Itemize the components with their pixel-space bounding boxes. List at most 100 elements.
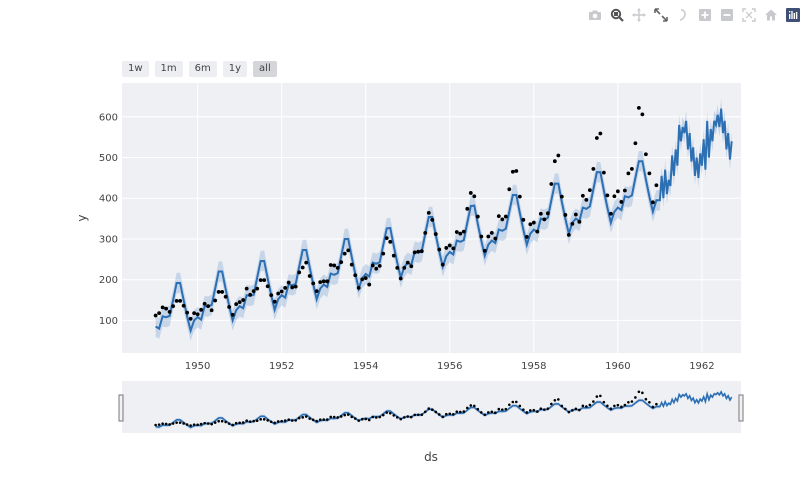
data-point <box>329 415 333 419</box>
data-point <box>227 422 231 425</box>
zoom-out-icon[interactable] <box>718 6 736 24</box>
data-point <box>269 293 274 298</box>
range-slider[interactable] <box>122 381 741 433</box>
data-point <box>468 191 473 195</box>
data-point <box>567 410 571 414</box>
data-point <box>620 405 623 409</box>
x-tick-label: 1962 <box>689 361 714 372</box>
pan-icon[interactable] <box>630 6 648 24</box>
data-point <box>160 305 165 310</box>
data-point <box>209 308 214 313</box>
data-point <box>332 415 336 419</box>
data-point <box>399 417 403 421</box>
data-point <box>581 404 585 408</box>
data-point <box>444 412 448 416</box>
data-point <box>560 404 564 408</box>
data-point <box>637 390 641 394</box>
data-point <box>364 417 368 421</box>
data-point <box>360 417 364 421</box>
data-point <box>521 217 526 222</box>
range-button-6m[interactable]: 6m <box>188 61 217 77</box>
home-icon[interactable] <box>762 6 780 24</box>
data-point <box>217 419 220 423</box>
data-point <box>357 419 361 422</box>
data-point <box>210 422 213 426</box>
data-point <box>336 416 340 419</box>
data-point <box>539 407 543 411</box>
data-point <box>462 410 466 413</box>
data-point <box>542 217 547 222</box>
zoom-in-icon[interactable] <box>696 6 714 24</box>
data-point <box>594 136 599 140</box>
data-point <box>479 234 484 239</box>
range-button-1w[interactable]: 1w <box>122 61 149 77</box>
data-point <box>578 408 581 412</box>
data-point <box>592 400 595 403</box>
autoscale-icon[interactable] <box>740 6 758 24</box>
data-point <box>640 112 645 117</box>
data-point <box>224 420 227 424</box>
data-point <box>164 422 168 426</box>
data-point <box>501 408 504 411</box>
range-button-1y[interactable]: 1y <box>222 61 248 77</box>
data-point <box>433 232 438 236</box>
data-point <box>276 420 280 423</box>
data-point <box>332 263 337 268</box>
data-point <box>515 400 518 404</box>
data-point <box>203 421 206 425</box>
data-point <box>475 214 480 219</box>
data-point <box>363 276 368 280</box>
data-point <box>510 169 515 174</box>
data-point <box>259 418 262 421</box>
data-point <box>244 286 249 291</box>
data-point <box>570 222 575 226</box>
data-point <box>192 311 197 315</box>
range-slider-right-handle[interactable] <box>738 394 744 422</box>
data-point <box>276 291 281 296</box>
autoscale-arrows-icon[interactable] <box>652 6 670 24</box>
data-point <box>655 402 658 406</box>
data-point <box>241 421 245 424</box>
data-point <box>353 273 358 278</box>
data-point <box>314 289 319 293</box>
data-point <box>237 300 242 304</box>
x-tick-label: 1950 <box>185 361 210 372</box>
camera-icon[interactable] <box>586 6 604 24</box>
data-point <box>213 421 217 424</box>
data-point <box>206 304 211 309</box>
data-point <box>272 299 277 304</box>
plotly-logo-icon[interactable] <box>784 6 802 24</box>
data-point <box>196 423 199 427</box>
range-button-1m[interactable]: 1m <box>154 61 183 77</box>
data-point <box>175 421 178 424</box>
data-point <box>199 307 204 312</box>
data-point <box>557 398 560 401</box>
data-point <box>238 421 241 425</box>
data-point <box>206 422 210 425</box>
modebar <box>582 6 802 24</box>
data-point <box>154 423 157 427</box>
data-point <box>388 411 392 415</box>
data-point <box>381 413 385 417</box>
data-point <box>168 423 171 426</box>
data-point <box>532 408 536 412</box>
zoom-icon[interactable] <box>608 6 626 24</box>
range-button-all[interactable]: all <box>253 61 277 77</box>
data-point <box>599 394 602 398</box>
data-point <box>528 222 533 227</box>
data-point <box>304 260 309 265</box>
range-slider-left-handle[interactable] <box>118 394 124 422</box>
data-point <box>518 404 522 408</box>
gridlines <box>122 83 741 353</box>
data-point <box>612 194 617 199</box>
y-tick-label: 200 <box>99 275 118 286</box>
lasso-icon[interactable] <box>674 6 692 24</box>
data-point <box>265 284 270 289</box>
data-point <box>189 424 192 427</box>
data-point <box>577 219 582 224</box>
y-tick-label: 400 <box>99 194 118 205</box>
data-point <box>440 262 445 267</box>
data-point <box>318 280 323 285</box>
data-point <box>213 298 218 303</box>
data-point <box>437 247 442 252</box>
